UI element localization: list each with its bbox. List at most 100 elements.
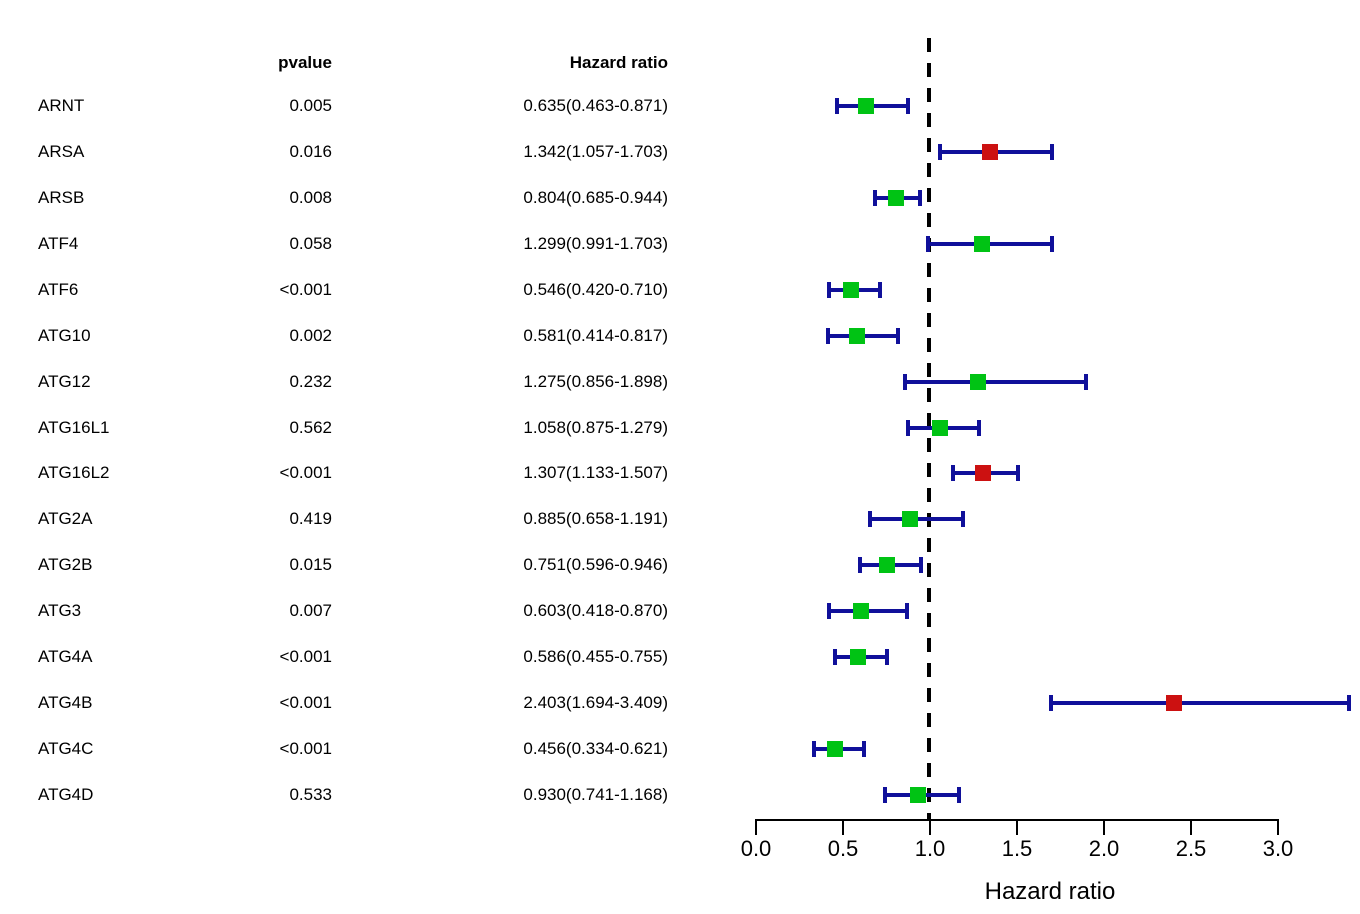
hr-marker	[852, 603, 869, 620]
x-axis-tick-label: 1.5	[1001, 836, 1033, 861]
ci-bar	[904, 379, 1087, 384]
gene-label: ATG4C	[38, 739, 94, 759]
ci-cap-left	[826, 327, 831, 344]
column-header-hazard-ratio: Hazard ratio	[569, 53, 668, 72]
ci-cap-left	[906, 419, 911, 436]
ci-cap-left	[873, 189, 878, 206]
hazard-ratio-cell: 0.635(0.463-0.871)	[523, 96, 668, 115]
hr-marker	[969, 373, 986, 390]
hazard-ratio-cell: 0.751(0.596-0.946)	[523, 555, 668, 575]
hazard-ratio-cell: 1.058(0.875-1.279)	[523, 417, 668, 437]
x-axis-tick-label: 2.5	[1175, 836, 1207, 861]
hazard-ratio-cell: 0.581(0.414-0.817)	[523, 325, 668, 345]
gene-label: ATF6	[38, 279, 79, 299]
x-axis-tick	[1016, 821, 1018, 835]
pvalue-cell: 0.002	[289, 325, 332, 345]
pvalue-cell: <0.001	[279, 693, 332, 713]
hr-marker	[974, 235, 991, 252]
pvalue-cell: 0.058	[289, 233, 332, 253]
ci-cap-left	[833, 649, 838, 666]
ci-cap-left	[868, 511, 873, 528]
gene-label: ATG16L1	[38, 417, 110, 437]
gene-label: ATG2B	[38, 555, 93, 575]
ci-cap-right	[961, 511, 966, 528]
hazard-ratio-cell: 0.546(0.420-0.710)	[523, 279, 668, 299]
ci-cap-right	[957, 786, 962, 803]
hazard-ratio-cell: 0.930(0.741-1.168)	[523, 784, 668, 804]
gene-label: ATG4A	[38, 647, 93, 667]
ci-cap-right	[1084, 373, 1089, 390]
gene-label: ATG4B	[38, 693, 93, 713]
gene-label: ARSA	[38, 141, 85, 161]
ci-cap-right	[885, 649, 890, 666]
pvalue-cell: <0.001	[279, 647, 332, 667]
gene-label: ARSB	[38, 187, 85, 207]
ci-cap-left	[1048, 695, 1053, 712]
pvalue-cell: 0.533	[289, 784, 332, 804]
hr-marker	[827, 741, 844, 758]
pvalue-cell: 0.419	[289, 509, 332, 529]
hr-marker	[975, 465, 992, 482]
ci-cap-left	[937, 143, 942, 160]
x-axis-tick-label: 2.0	[1088, 836, 1120, 861]
hazard-ratio-cell: 0.804(0.685-0.944)	[523, 187, 668, 207]
ci-cap-right	[905, 603, 910, 620]
ci-cap-right	[1347, 695, 1352, 712]
hr-marker	[932, 419, 949, 436]
pvalue-cell: 0.008	[289, 187, 332, 207]
pvalue-cell: 0.232	[289, 371, 332, 391]
pvalue-cell: <0.001	[279, 739, 332, 759]
hazard-ratio-cell: 1.342(1.057-1.703)	[523, 141, 668, 161]
ci-cap-right	[976, 419, 981, 436]
gene-label: ATG4D	[38, 784, 94, 804]
x-axis-tick	[929, 821, 931, 835]
ci-cap-right	[1016, 465, 1021, 482]
hazard-ratio-cell: 0.586(0.455-0.755)	[523, 647, 668, 667]
ci-cap-left	[857, 557, 862, 574]
hazard-ratio-cell: 0.885(0.658-1.191)	[523, 509, 668, 529]
ci-cap-left	[882, 786, 887, 803]
pvalue-cell: <0.001	[279, 463, 332, 483]
x-axis-title: Hazard ratio	[984, 878, 1116, 905]
ci-cap-left	[926, 235, 931, 252]
gene-label: ATG10	[38, 325, 91, 345]
x-axis-tick-label: 0.5	[827, 836, 859, 861]
hazard-ratio-cell: 1.299(0.991-1.703)	[523, 233, 668, 253]
hr-marker	[981, 143, 998, 160]
hazard-ratio-cell: 1.307(1.133-1.507)	[523, 463, 668, 483]
hr-marker	[878, 557, 895, 574]
hr-marker	[849, 649, 866, 666]
hr-marker	[843, 281, 859, 298]
ci-cap-right	[877, 281, 882, 298]
hazard-ratio-cell: 0.456(0.334-0.621)	[523, 739, 668, 759]
ci-cap-right	[918, 189, 923, 206]
hr-marker	[909, 786, 926, 803]
gene-label: ATG3	[38, 601, 82, 621]
hr-marker	[849, 327, 866, 344]
ci-cap-left	[826, 603, 831, 620]
ci-cap-right	[905, 98, 910, 114]
ci-cap-right	[1050, 235, 1055, 252]
hazard-ratio-cell: 0.603(0.418-0.870)	[523, 601, 668, 621]
x-axis-tick-label: 3.0	[1262, 836, 1294, 861]
x-axis-tick	[755, 821, 757, 835]
hr-marker	[887, 189, 904, 206]
x-axis-line	[755, 819, 1279, 821]
hazard-ratio-cell: 2.403(1.694-3.409)	[523, 693, 668, 713]
gene-label: ATG16L2	[38, 463, 110, 483]
x-axis-tick-label: 1.0	[914, 836, 946, 861]
hr-marker	[901, 511, 918, 528]
ci-bar	[928, 241, 1053, 246]
ci-cap-left	[827, 281, 832, 298]
x-axis-tick-label: 0.0	[740, 836, 772, 861]
x-axis-tick	[842, 821, 844, 835]
ci-cap-right	[862, 741, 867, 758]
ci-cap-right	[918, 557, 923, 574]
hr-marker	[1166, 695, 1183, 712]
ci-cap-right	[1050, 143, 1055, 160]
gene-label: ARNT	[38, 96, 85, 115]
gene-label: ATF4	[38, 233, 79, 253]
ci-cap-left	[902, 373, 907, 390]
pvalue-cell: 0.007	[289, 601, 332, 621]
